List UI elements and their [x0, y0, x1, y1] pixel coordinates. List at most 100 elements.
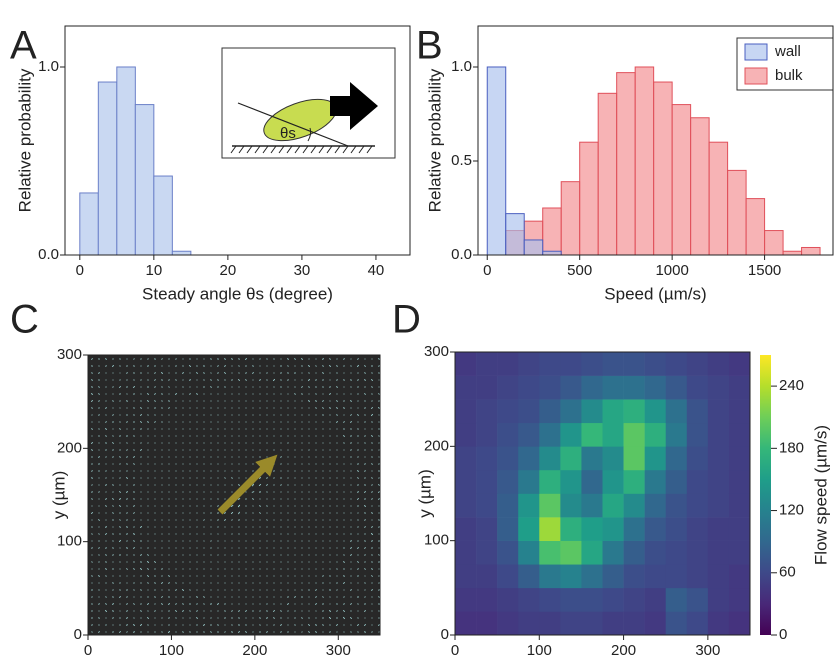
heat-cell: [665, 587, 688, 612]
flow-vector: [189, 589, 191, 591]
flow-vector: [147, 582, 149, 584]
heat-cell: [707, 517, 730, 541]
heat-cell: [476, 469, 498, 494]
heat-cell: [644, 375, 667, 400]
flow-vector: [371, 386, 373, 388]
flow-vector: [217, 519, 219, 521]
flow-vector: [357, 358, 359, 360]
flow-vector: [364, 491, 366, 493]
flow-vector: [217, 602, 219, 606]
flow-vector: [251, 491, 255, 493]
flow-vector: [210, 603, 212, 605]
flow-vector: [126, 540, 128, 542]
flow-vector: [105, 561, 107, 563]
flow-vector: [91, 547, 93, 549]
flow-vector: [350, 546, 352, 550]
bar: [727, 169, 747, 256]
flow-vector: [168, 603, 170, 605]
flow-vector: [126, 596, 128, 598]
flow-vector: [238, 617, 240, 619]
heat-cell: [539, 564, 561, 589]
y-tick-label: 0.0: [451, 246, 472, 263]
legend-swatch: [744, 43, 768, 61]
flow-vector: [371, 631, 373, 633]
flow-vector: [126, 491, 128, 493]
flow-vector: [112, 400, 114, 402]
flow-vector: [364, 372, 366, 374]
flow-vector: [230, 511, 234, 515]
flow-vector: [322, 575, 324, 577]
flow-vector: [196, 603, 198, 605]
flow-vector: [350, 554, 352, 556]
heat-cell: [623, 422, 645, 447]
flow-vector: [98, 414, 100, 416]
flow-vector: [378, 519, 380, 521]
flow-vector: [154, 582, 156, 584]
flow-vector: [168, 617, 170, 619]
flow-vector: [112, 442, 114, 444]
flow-vector: [328, 616, 332, 620]
y-tick-label: 1.0: [38, 58, 59, 75]
flow-vector: [336, 414, 338, 416]
heat-cell: [497, 493, 519, 518]
flow-vector: [322, 372, 324, 374]
heat-cell: [476, 446, 498, 471]
flow-vector: [357, 540, 359, 542]
flow-vector: [98, 561, 100, 563]
flow-vector: [294, 393, 296, 395]
flow-vector: [189, 610, 191, 612]
flow-vector: [210, 631, 212, 633]
flow-vector: [364, 463, 366, 465]
flow-vector: [371, 477, 373, 479]
flow-vector: [364, 526, 366, 528]
heat-cell: [560, 399, 582, 424]
flow-vector: [105, 498, 107, 500]
flow-vector: [315, 582, 317, 584]
flow-vector: [175, 603, 177, 605]
flow-vector: [161, 582, 163, 584]
flow-vector: [371, 512, 373, 514]
heat-cell: [686, 587, 709, 612]
flow-vector: [308, 449, 310, 451]
flow-vector: [105, 435, 107, 437]
heat-cell: [497, 587, 519, 612]
flow-vector: [147, 365, 149, 367]
flow-vector: [237, 504, 241, 508]
flow-vector: [308, 399, 310, 403]
bar: [523, 239, 544, 256]
flow-vector: [146, 561, 150, 563]
flow-vector: [133, 505, 135, 507]
flow-vector: [280, 623, 282, 627]
heat-cell: [539, 422, 561, 447]
flow-vector: [259, 505, 261, 507]
panel-letter: A: [10, 24, 37, 68]
flow-vector: [357, 526, 359, 528]
heat-cell: [623, 611, 645, 636]
flow-vector: [203, 372, 205, 374]
flow-vector: [370, 532, 374, 536]
flow-vector: [273, 477, 275, 479]
flow-vector: [98, 554, 100, 556]
flow-vector: [238, 511, 240, 515]
flow-vector: [105, 554, 107, 556]
flow-vector: [147, 575, 149, 577]
bar: [542, 207, 562, 256]
flow-vector: [98, 526, 100, 528]
heat-cell: [602, 352, 624, 376]
flow-vector: [371, 526, 373, 528]
heat-cell: [686, 611, 709, 636]
flow-vector: [273, 624, 275, 626]
flow-vector: [371, 463, 373, 465]
flow-vector: [140, 442, 142, 444]
flow-vector: [126, 610, 128, 612]
flow-vector: [98, 575, 100, 577]
flow-vector: [133, 631, 135, 633]
flow-vector: [91, 624, 93, 626]
heat-cell: [476, 352, 498, 376]
heat-cell: [665, 493, 688, 518]
x-tick-label: 20: [220, 262, 237, 279]
heat-cell: [623, 493, 645, 518]
x-tick-label: 1500: [748, 262, 781, 279]
flow-vector: [217, 526, 219, 528]
flow-vector: [343, 575, 345, 577]
